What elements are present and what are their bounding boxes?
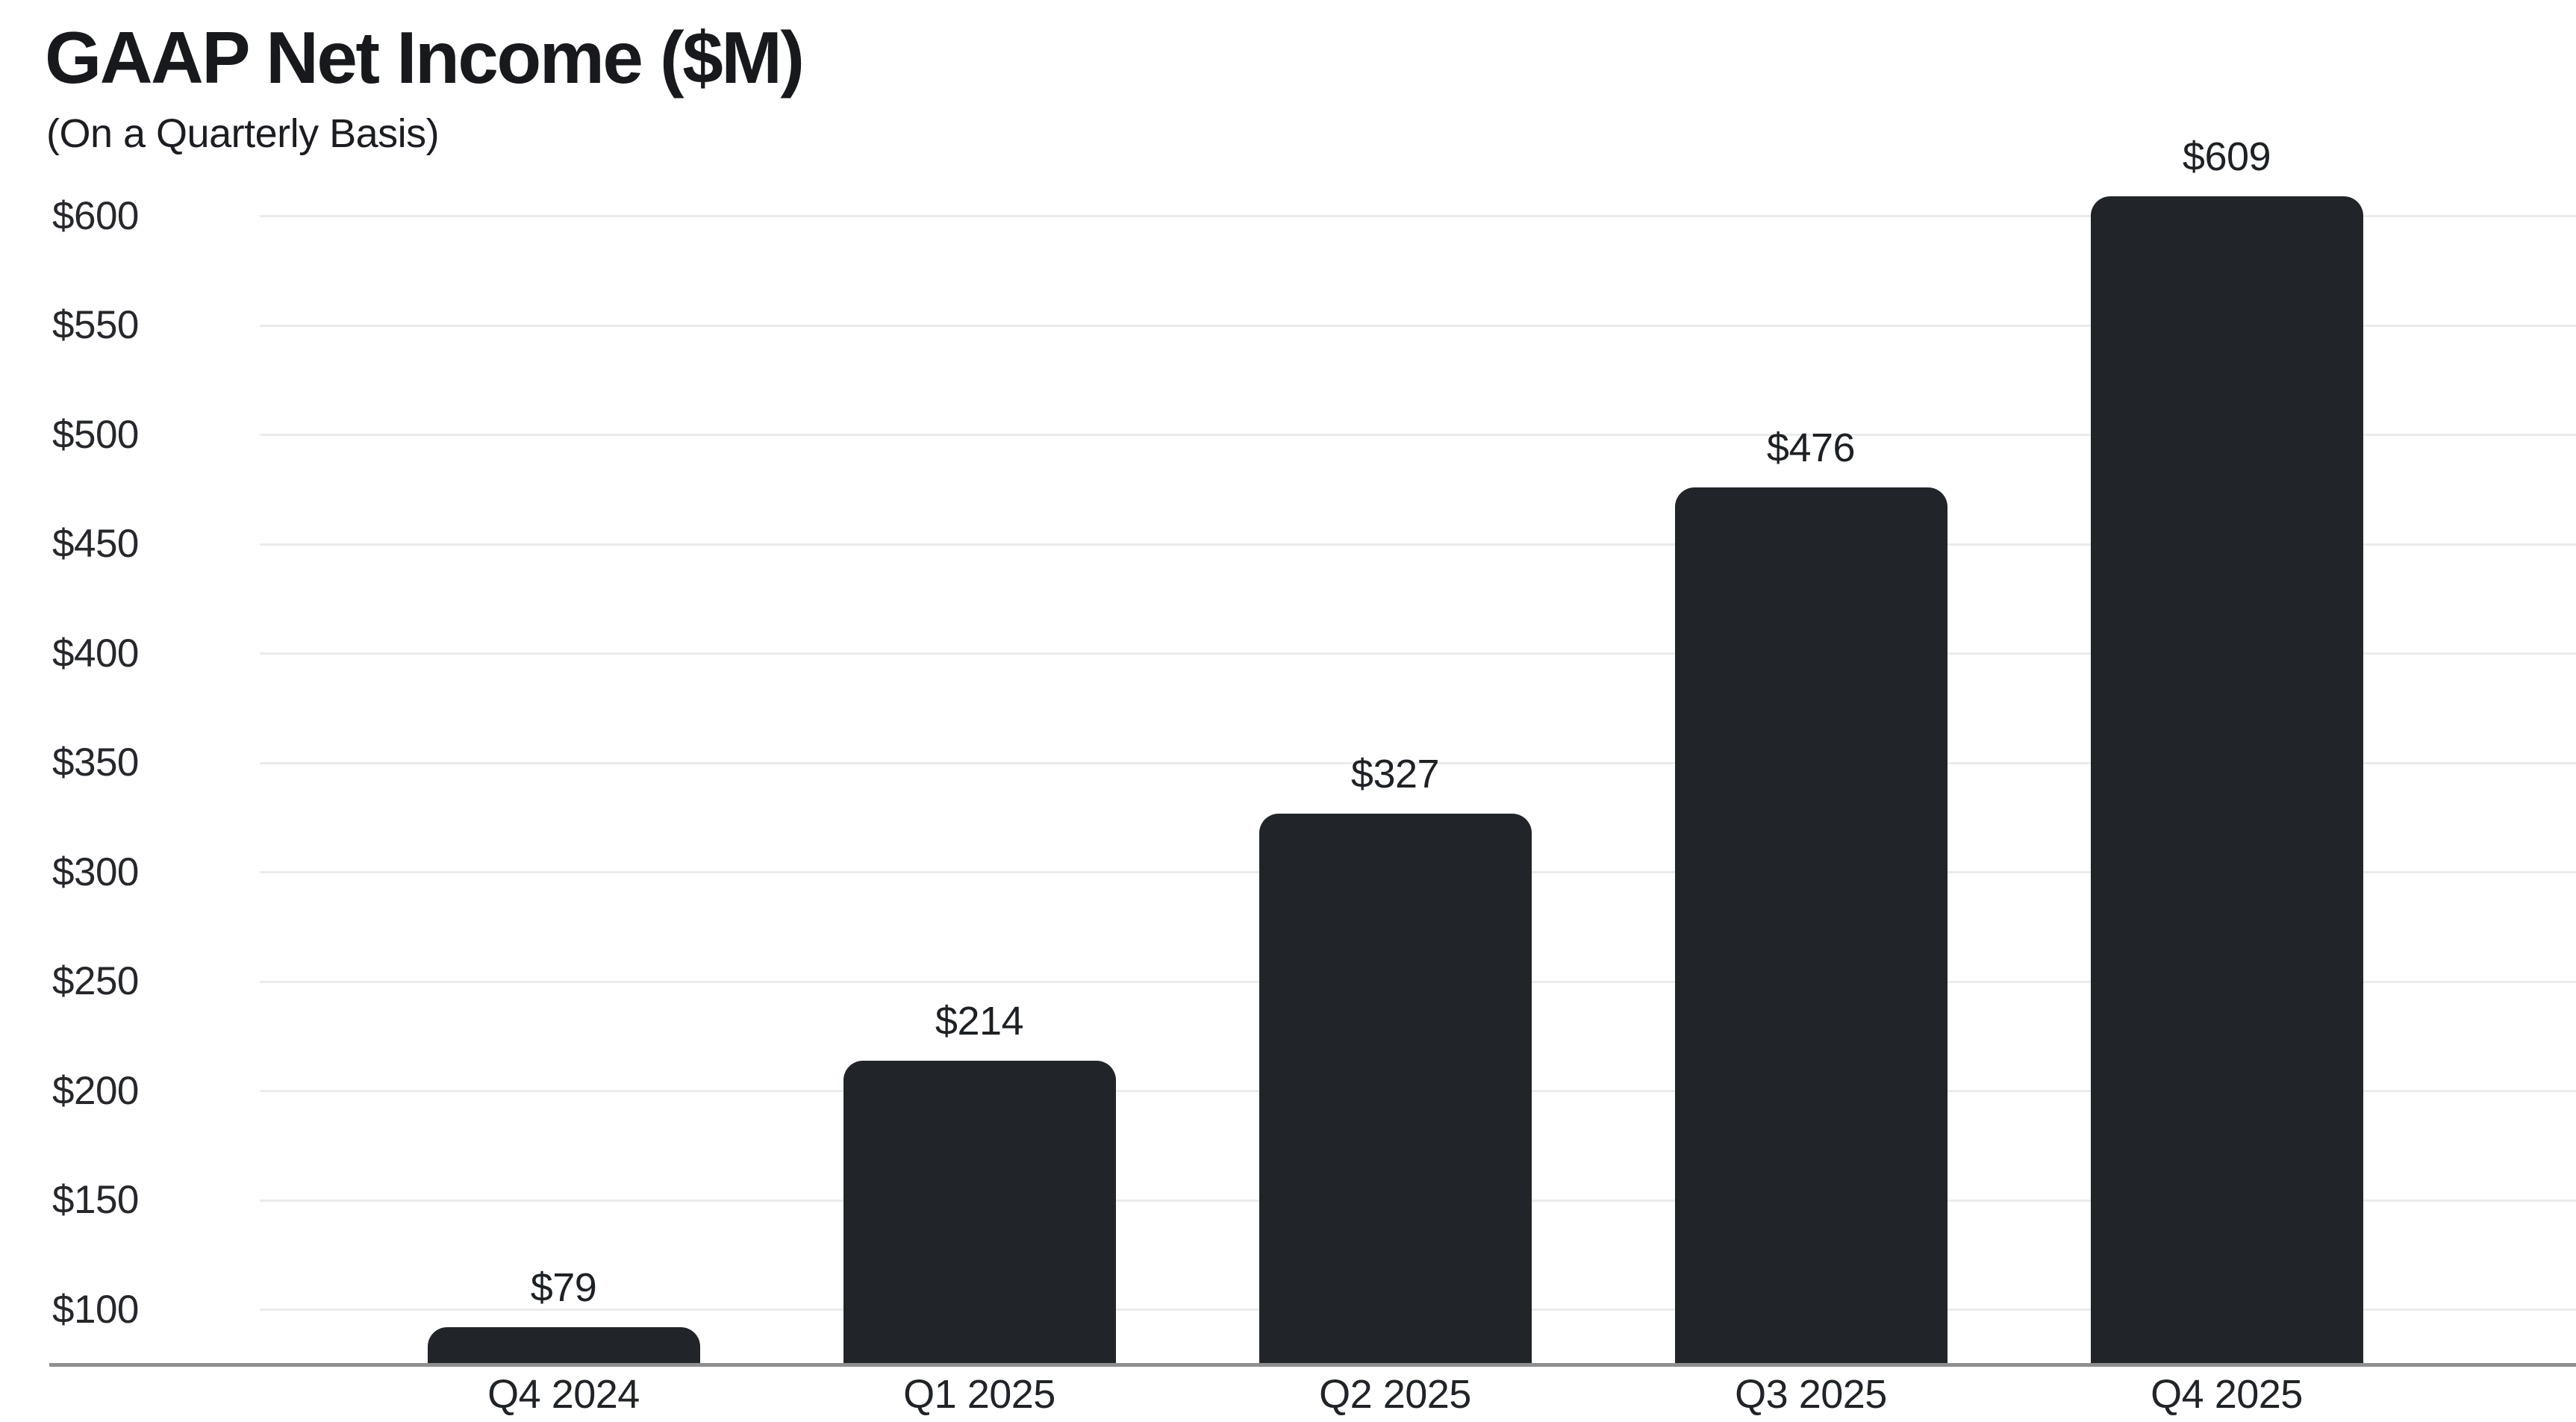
y-tick-label-350: $350 bbox=[52, 740, 139, 785]
y-tick-label-250: $250 bbox=[52, 959, 139, 1004]
gridline-550 bbox=[260, 324, 2576, 327]
x-category-label-q1-2025: Q1 2025 bbox=[903, 1372, 1055, 1417]
bar-value-label-q4-2025: $609 bbox=[2182, 134, 2271, 180]
bar-value-label-q1-2025: $214 bbox=[935, 998, 1024, 1044]
y-tick-label-400: $400 bbox=[52, 631, 139, 676]
y-tick-label-500: $500 bbox=[52, 412, 139, 457]
y-tick-label-600: $600 bbox=[52, 193, 139, 238]
chart-title: GAAP Net Income ($M) bbox=[45, 16, 805, 99]
bar-q4-2024 bbox=[427, 1327, 700, 1366]
x-axis-line bbox=[49, 1363, 2576, 1367]
gridline-500 bbox=[260, 434, 2576, 437]
x-category-label-q4-2024: Q4 2024 bbox=[487, 1372, 640, 1417]
gridline-350 bbox=[260, 761, 2576, 764]
bar-q1-2025 bbox=[843, 1060, 1116, 1366]
y-tick-label-100: $100 bbox=[52, 1287, 139, 1332]
bar-q3-2025 bbox=[1674, 487, 1947, 1366]
x-category-label-q4-2025: Q4 2025 bbox=[2151, 1372, 2303, 1417]
y-tick-label-150: $150 bbox=[52, 1178, 139, 1223]
gridline-450 bbox=[260, 543, 2576, 546]
x-category-label-q2-2025: Q2 2025 bbox=[1319, 1372, 1471, 1417]
y-tick-label-200: $200 bbox=[52, 1068, 139, 1113]
y-tick-label-550: $550 bbox=[52, 303, 139, 348]
bar-value-label-q3-2025: $476 bbox=[1766, 425, 1856, 471]
gridline-400 bbox=[260, 652, 2576, 655]
bar-q4-2025 bbox=[2090, 196, 2363, 1366]
chart-subtitle: (On a Quarterly Basis) bbox=[46, 111, 440, 156]
y-tick-label-450: $450 bbox=[52, 522, 139, 567]
bar-value-label-q2-2025: $327 bbox=[1350, 751, 1440, 796]
bar-value-label-q4-2024: $79 bbox=[530, 1265, 597, 1310]
gridline-600 bbox=[260, 215, 2576, 218]
x-category-label-q3-2025: Q3 2025 bbox=[1735, 1372, 1887, 1417]
bar-q2-2025 bbox=[1259, 813, 1532, 1366]
y-tick-label-300: $300 bbox=[52, 849, 139, 894]
